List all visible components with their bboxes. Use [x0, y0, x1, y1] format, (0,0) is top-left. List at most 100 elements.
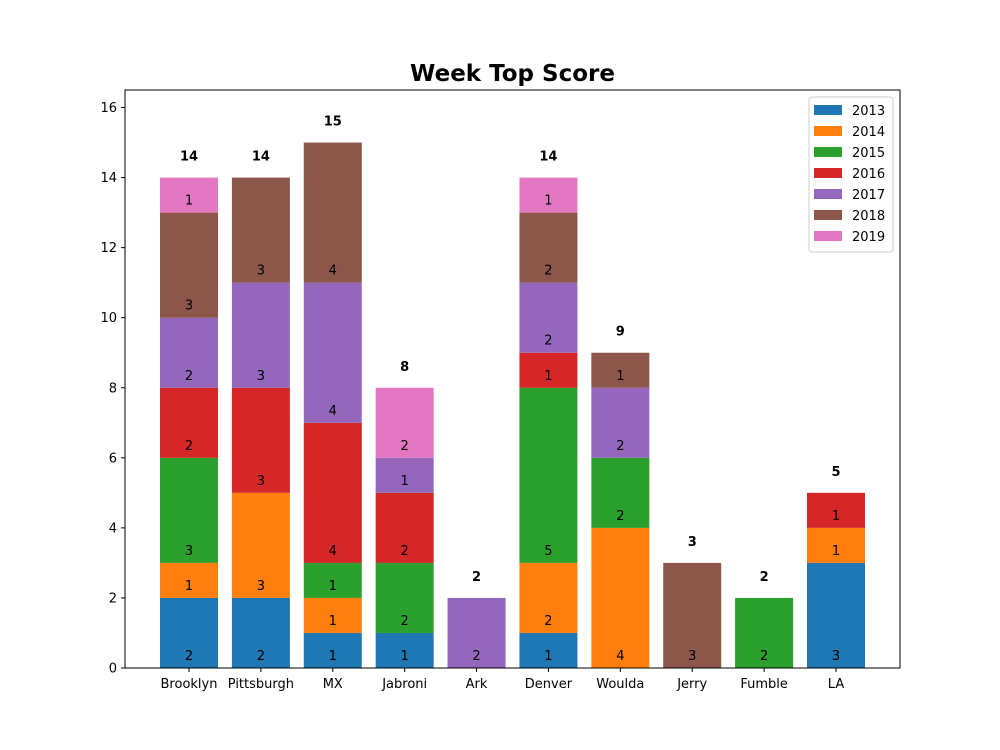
- segment-value-label: 1: [544, 194, 552, 209]
- segment-value-label: 3: [257, 474, 265, 489]
- segment-value-label: 1: [401, 649, 409, 664]
- bar-segment-brooklyn-2017: [160, 317, 218, 388]
- segment-value-label: 2: [472, 649, 480, 664]
- legend: 2013 2014 2015 2016 2017 2018 2019: [808, 96, 894, 253]
- legend-label-2013: 2013: [852, 104, 885, 119]
- segment-value-label: 1: [616, 369, 624, 384]
- x-tick-label-jerry: Jerry: [676, 677, 707, 692]
- bar-segment-pittsburgh-2017: [231, 282, 290, 388]
- x-tick-label-mx: MX: [323, 677, 343, 692]
- y-tick-label: 6: [109, 451, 117, 466]
- y-tick-label: 8: [109, 381, 117, 396]
- bar-segment-woulda-2014: [591, 527, 650, 668]
- segment-value-label: 3: [257, 369, 265, 384]
- chart-title: Week Top Score: [410, 61, 615, 87]
- legend-swatch-2014: [814, 126, 842, 136]
- x-tick-label-ark: Ark: [466, 677, 488, 692]
- y-tick-label: 10: [100, 311, 117, 326]
- legend-label-2018: 2018: [852, 209, 885, 224]
- bar-segment-jabroni-2016: [375, 492, 434, 563]
- legend-label-2016: 2016: [852, 167, 885, 182]
- bar-segment-denver-2014: [519, 562, 578, 633]
- segment-value-label: 1: [544, 649, 552, 664]
- segment-value-label: 2: [616, 439, 624, 454]
- bar-segment-fumble-2015: [735, 597, 794, 668]
- segment-value-label: 3: [832, 649, 840, 664]
- axes-layer: Brooklyn Pittsburgh MX Jabroni Ark Denver Woul…: [100, 89, 901, 692]
- segment-value-label: 5: [544, 544, 552, 559]
- legend-swatch-2015: [814, 147, 842, 157]
- bar-segment-brooklyn-2013: [160, 597, 218, 668]
- legend-swatch-2013: [814, 105, 842, 115]
- bar-segment-jerry-2018: [663, 562, 722, 668]
- segment-value-label: 2: [185, 649, 193, 664]
- total-value-label: 9: [616, 325, 625, 340]
- y-tick-label: 12: [100, 241, 117, 256]
- x-tick-label-fumble: Fumble: [740, 677, 788, 692]
- bar-segment-woulda-2015: [591, 457, 650, 528]
- bar-segment-la-2013: [807, 562, 865, 668]
- bar-segment-ark-2017: [447, 597, 506, 668]
- y-tick-label: 0: [109, 662, 117, 677]
- x-tick-label-woulda: Woulda: [596, 677, 644, 692]
- segment-value-label: 2: [401, 439, 409, 454]
- bar-segment-brooklyn-2016: [160, 387, 218, 458]
- segment-value-label: 2: [401, 614, 409, 629]
- total-value-label: 14: [252, 150, 270, 165]
- segment-value-label: 4: [329, 264, 337, 279]
- bar-segment-brooklyn-2018: [160, 212, 218, 318]
- segment-value-label: 2: [185, 369, 193, 384]
- segment-value-label: 2: [544, 334, 552, 349]
- total-value-label: 14: [539, 150, 557, 165]
- bar-segment-woulda-2018: [591, 352, 650, 388]
- bar-segment-jabroni-2017: [375, 457, 434, 493]
- bar-segment-pittsburgh-2018: [231, 177, 290, 283]
- y-tick-label: 14: [100, 171, 117, 186]
- segment-value-label: 1: [401, 474, 409, 489]
- segment-value-label: 3: [257, 579, 265, 594]
- bar-segment-denver-2015: [519, 387, 578, 563]
- x-tick-label-brooklyn: Brooklyn: [161, 677, 218, 692]
- bar-segment-mx-2013: [303, 632, 362, 668]
- total-value-label: 14: [180, 150, 198, 165]
- bar-segment-mx-2014: [303, 597, 362, 633]
- segment-value-label: 1: [185, 194, 193, 209]
- bar-segment-denver-2017: [519, 282, 578, 353]
- segment-value-label: 2: [185, 439, 193, 454]
- legend-label-2019: 2019: [852, 230, 885, 245]
- legend-swatch-2016: [814, 168, 842, 178]
- legend-swatch-2017: [814, 189, 842, 199]
- legend-swatch-2019: [814, 231, 842, 241]
- total-value-label: 2: [760, 570, 769, 585]
- bar-segment-la-2014: [807, 527, 865, 563]
- x-tick-label-pittsburgh: Pittsburgh: [228, 677, 294, 692]
- bar-segment-brooklyn-2015: [160, 457, 218, 563]
- segment-value-label: 2: [616, 509, 624, 524]
- bar-segment-mx-2015: [303, 562, 362, 598]
- bar-segment-woulda-2017: [591, 387, 650, 458]
- segment-value-label: 1: [832, 544, 840, 559]
- segment-value-label: 2: [257, 649, 265, 664]
- bar-segment-mx-2018: [303, 142, 362, 283]
- segment-labels-layer: 2 1 3 2 2 3 1 2 3 3 3 3 1 1 1 4 4 4 1 2 2 1 2 2 1 2 5 1 2 2 1 4 2 2 1 3 2 3 1 1: [185, 194, 840, 664]
- segment-value-label: 2: [760, 649, 768, 664]
- y-tick-label: 4: [109, 521, 117, 536]
- bar-segment-pittsburgh-2014: [231, 492, 290, 598]
- segment-value-label: 3: [185, 299, 193, 314]
- segment-value-label: 4: [329, 404, 337, 419]
- total-value-label: 5: [831, 465, 840, 480]
- y-tick-label: 16: [100, 101, 117, 116]
- segment-value-label: 1: [329, 649, 337, 664]
- segment-value-label: 3: [257, 264, 265, 279]
- bar-segment-pittsburgh-2013: [231, 597, 290, 668]
- bar-segment-denver-2018: [519, 212, 578, 283]
- bars-layer: [160, 142, 865, 668]
- total-value-label: 2: [472, 570, 481, 585]
- bar-segment-brooklyn-2014: [160, 562, 218, 598]
- x-tick-label-denver: Denver: [525, 677, 573, 692]
- bar-segment-denver-2013: [519, 632, 578, 668]
- segment-value-label: 2: [544, 614, 552, 629]
- x-tick-label-jabroni: Jabroni: [381, 677, 427, 692]
